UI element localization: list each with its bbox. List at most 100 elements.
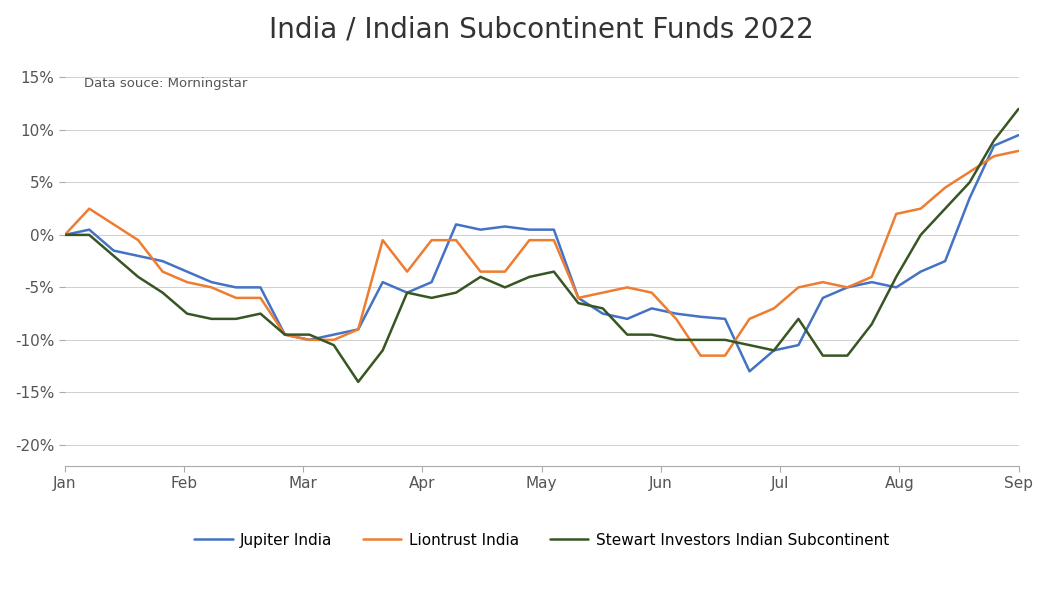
Jupiter India [670,310,682,317]
Liontrust India [548,236,561,244]
Jupiter India [890,284,902,291]
Liontrust India [303,336,315,344]
Stewart Investors Indian Subcontinent [401,289,414,297]
Jupiter India [866,279,878,286]
Liontrust India [475,268,487,275]
Jupiter India [156,257,169,265]
Stewart Investors Indian Subcontinent [548,268,561,275]
Stewart Investors Indian Subcontinent [572,300,585,307]
Stewart Investors Indian Subcontinent [352,378,365,386]
Jupiter India [842,284,854,291]
Stewart Investors Indian Subcontinent [842,352,854,359]
Liontrust India [621,284,634,291]
Stewart Investors Indian Subcontinent [768,347,781,354]
Liontrust India [890,210,902,217]
Stewart Investors Indian Subcontinent [180,310,193,317]
Stewart Investors Indian Subcontinent [279,331,291,338]
Liontrust India [180,279,193,286]
Stewart Investors Indian Subcontinent [107,252,119,260]
Jupiter India [180,268,193,275]
Stewart Investors Indian Subcontinent [303,331,315,338]
Jupiter India [1012,131,1025,139]
Jupiter India [475,226,487,233]
Jupiter India [988,142,1001,149]
Stewart Investors Indian Subcontinent [646,331,658,338]
Liontrust India [499,268,511,275]
Jupiter India [915,268,927,275]
Jupiter India [939,257,952,265]
Liontrust India [816,279,829,286]
Jupiter India [963,195,976,202]
Liontrust India [939,184,952,192]
Jupiter India [59,231,71,239]
Liontrust India [205,284,218,291]
Jupiter India [132,252,145,260]
Text: Data souce: Morningstar: Data souce: Morningstar [84,77,247,90]
Jupiter India [499,223,511,230]
Liontrust India [988,152,1001,160]
Stewart Investors Indian Subcontinent [205,315,218,322]
Liontrust India [230,294,242,301]
Stewart Investors Indian Subcontinent [254,310,266,317]
Title: India / Indian Subcontinent Funds 2022: India / Indian Subcontinent Funds 2022 [269,15,814,43]
Stewart Investors Indian Subcontinent [230,315,242,322]
Liontrust India [719,352,732,359]
Liontrust India [156,268,169,275]
Liontrust India [596,289,609,297]
Line: Stewart Investors Indian Subcontinent: Stewart Investors Indian Subcontinent [65,109,1019,382]
Jupiter India [621,315,634,322]
Jupiter India [401,289,414,297]
Liontrust India [327,336,340,344]
Jupiter India [695,313,707,321]
Liontrust India [83,205,95,212]
Liontrust India [842,284,854,291]
Stewart Investors Indian Subcontinent [670,336,682,344]
Jupiter India [743,368,756,375]
Jupiter India [792,341,805,349]
Stewart Investors Indian Subcontinent [939,205,952,212]
Stewart Investors Indian Subcontinent [596,305,609,312]
Jupiter India [719,315,732,322]
Stewart Investors Indian Subcontinent [963,179,976,186]
Jupiter India [450,220,462,228]
Liontrust India [401,268,414,275]
Jupiter India [646,305,658,312]
Liontrust India [132,236,145,244]
Stewart Investors Indian Subcontinent [621,331,634,338]
Liontrust India [376,236,389,244]
Stewart Investors Indian Subcontinent [475,273,487,281]
Stewart Investors Indian Subcontinent [915,231,927,239]
Stewart Investors Indian Subcontinent [499,284,511,291]
Liontrust India [670,315,682,322]
Jupiter India [572,294,585,301]
Stewart Investors Indian Subcontinent [132,273,145,281]
Line: Jupiter India: Jupiter India [65,135,1019,371]
Jupiter India [352,325,365,333]
Liontrust India [254,294,266,301]
Liontrust India [915,205,927,212]
Stewart Investors Indian Subcontinent [743,341,756,349]
Liontrust India [866,273,878,281]
Stewart Investors Indian Subcontinent [890,273,902,281]
Liontrust India [352,325,365,333]
Jupiter India [596,310,609,317]
Liontrust India [450,236,462,244]
Liontrust India [695,352,707,359]
Legend: Jupiter India, Liontrust India, Stewart Investors Indian Subcontinent: Jupiter India, Liontrust India, Stewart … [189,527,895,554]
Jupiter India [279,331,291,338]
Stewart Investors Indian Subcontinent [376,347,389,354]
Liontrust India [59,231,71,239]
Stewart Investors Indian Subcontinent [156,289,169,297]
Jupiter India [83,226,95,233]
Jupiter India [303,336,315,344]
Jupiter India [523,226,536,233]
Liontrust India [792,284,805,291]
Stewart Investors Indian Subcontinent [450,289,462,297]
Jupiter India [107,247,119,254]
Liontrust India [523,236,536,244]
Stewart Investors Indian Subcontinent [83,231,95,239]
Stewart Investors Indian Subcontinent [866,321,878,328]
Liontrust India [646,289,658,297]
Stewart Investors Indian Subcontinent [988,137,1001,144]
Liontrust India [425,236,438,244]
